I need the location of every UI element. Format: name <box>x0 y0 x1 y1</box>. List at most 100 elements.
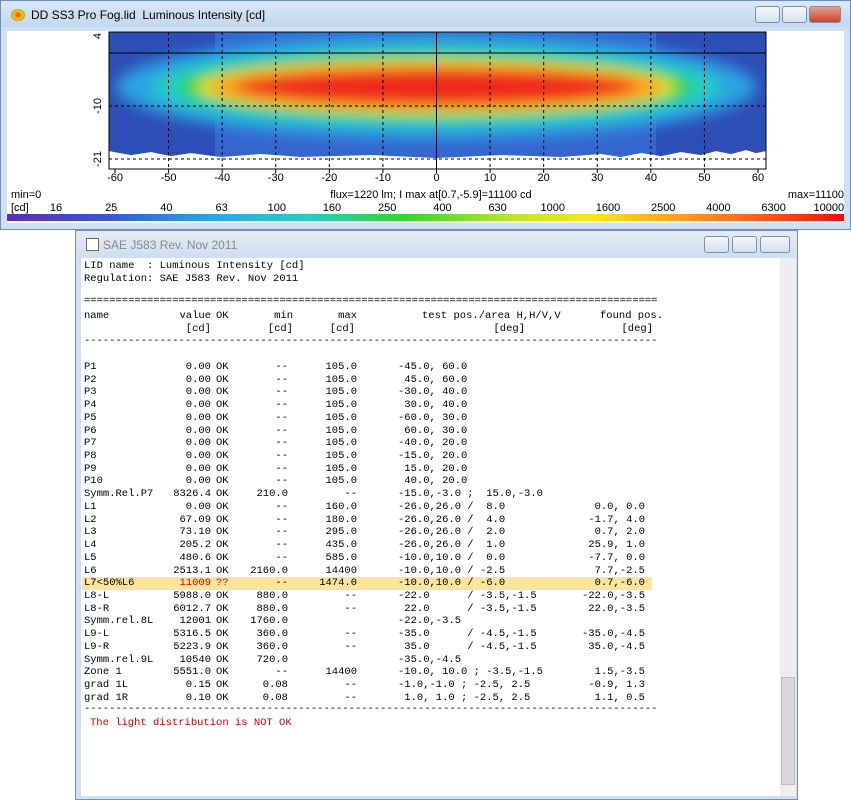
x-tick-label: -10 <box>375 172 391 184</box>
cell-name: L7<50%L6 <box>84 577 135 590</box>
cell-test: -35.0,-4.5 <box>398 653 462 666</box>
scale-label: 160 <box>323 202 341 214</box>
cell-value: 8326.4 <box>173 488 211 501</box>
cell-min: 720.0 <box>256 653 288 666</box>
cell-name: grad 1L <box>84 679 129 691</box>
cell-test: 45.0, 60.0 <box>398 373 468 386</box>
scale-label: 1600 <box>596 202 620 214</box>
color-bar <box>7 214 844 221</box>
window-title: DD SS3 Pro Fog.lid Luminous Intensity [c… <box>31 8 266 22</box>
minimize-button[interactable] <box>704 236 729 253</box>
column-header: min <box>274 310 293 322</box>
plot-window: DD SS3 Pro Fog.lid Luminous Intensity [c… <box>0 0 851 230</box>
cell-ok: OK <box>216 437 229 450</box>
cell-name: L5 <box>84 551 97 564</box>
cell-value: 0.00 <box>185 450 211 463</box>
cell-min: -- <box>275 577 288 590</box>
cell-name: L9-L <box>84 628 110 641</box>
scrollbar[interactable] <box>780 258 796 796</box>
cell-name: L2 <box>84 513 97 526</box>
cell-min: -- <box>275 475 288 488</box>
scale-label: 63 <box>215 202 227 214</box>
cell-name: P1 <box>84 361 97 373</box>
close-button[interactable] <box>760 236 790 253</box>
cell-name: P7 <box>84 437 97 450</box>
cell-test: 30.0, 40.0 <box>398 399 468 412</box>
x-tick-label: -30 <box>268 172 284 184</box>
cell-ok: OK <box>216 615 229 628</box>
cell-value: 0.00 <box>185 424 211 437</box>
cell-max: 160.0 <box>325 500 357 513</box>
cell-min: -- <box>275 361 288 373</box>
cell-name: P3 <box>84 386 97 399</box>
cell-name: Symm.Rel.P7 <box>84 488 154 501</box>
app-icon <box>11 9 25 21</box>
cell-test: -26.0,26.0 / 1.0 <box>398 539 506 552</box>
cell-ok: OK <box>216 602 229 615</box>
cell-max: 105.0 <box>325 386 357 399</box>
info-label: flux=1220 lm; I max at[0.7,-5.9]=11100 c… <box>330 189 531 201</box>
cell-ok: OK <box>216 628 229 641</box>
cell-min: 0.08 <box>262 679 288 691</box>
cell-name: L8-R <box>84 602 110 615</box>
column-header: name <box>84 310 110 322</box>
cell-max: 105.0 <box>325 475 357 488</box>
cell-found: 1.1, 0.5 <box>594 691 645 704</box>
scale-label: 1000 <box>541 202 565 214</box>
cell-value: 480.6 <box>179 551 211 564</box>
minimize-button[interactable] <box>755 6 780 23</box>
status-message: The light distribution is NOT OK <box>90 717 292 729</box>
cell-value: 0.00 <box>185 475 211 488</box>
column-header: found pos. <box>599 310 663 322</box>
cell-ok: OK <box>216 373 229 386</box>
cell-max: -- <box>344 589 357 602</box>
maximize-button[interactable] <box>732 236 757 253</box>
cell-found: 1.5,-3.5 <box>594 666 645 679</box>
scale-label: 16 <box>50 202 62 214</box>
cell-found: 0.7, 2.0 <box>594 526 645 539</box>
cell-value: 67.09 <box>179 513 211 526</box>
cell-ok: OK <box>216 513 229 526</box>
cell-ok: OK <box>216 424 229 437</box>
cell-value: 0.15 <box>185 679 211 691</box>
cell-found: 25.9, 1.0 <box>588 539 645 552</box>
scroll-thumb[interactable] <box>781 677 795 785</box>
title-bar <box>76 231 797 257</box>
x-tick-label: -50 <box>161 172 177 184</box>
cell-value: 0.00 <box>185 361 211 373</box>
cell-name: L4 <box>84 539 97 552</box>
cell-max: 105.0 <box>325 437 357 450</box>
cell-ok: OK <box>216 666 229 679</box>
cell-value: 0.10 <box>185 691 211 704</box>
cell-test: 15.0, 20.0 <box>398 462 468 475</box>
cell-name: L3 <box>84 526 97 539</box>
maximize-button[interactable] <box>782 6 807 23</box>
cell-value: 2513.1 <box>173 564 211 577</box>
cell-ok: OK <box>216 500 229 513</box>
cell-ok: OK <box>216 450 229 463</box>
cell-ok: OK <box>216 640 229 653</box>
cell-ok: OK <box>216 679 229 691</box>
close-button[interactable] <box>809 6 841 23</box>
column-unit: [deg] <box>621 323 653 335</box>
cell-value: 0.00 <box>185 411 211 424</box>
cell-test: -60.0, 30.0 <box>398 411 468 424</box>
cell-ok: OK <box>216 691 229 704</box>
cell-ok: OK <box>216 399 229 412</box>
cell-min: 210.0 <box>256 488 288 501</box>
cell-ok: OK <box>216 653 229 666</box>
y-tick-label: 4 <box>92 33 104 39</box>
cell-min: -- <box>275 411 288 424</box>
cell-min: 360.0 <box>256 640 288 653</box>
x-tick-label: -60 <box>107 172 123 184</box>
x-tick-label: 20 <box>538 172 550 184</box>
x-tick-label: 30 <box>591 172 603 184</box>
report-text-area <box>81 258 780 796</box>
cell-max: 14400 <box>325 564 357 577</box>
cell-found: -35.0,-4.5 <box>581 628 645 641</box>
cell-max: 180.0 <box>325 513 357 526</box>
scale-unit: [cd] <box>11 202 29 214</box>
cell-ok: OK <box>216 564 229 577</box>
cell-ok: OK <box>216 589 229 602</box>
